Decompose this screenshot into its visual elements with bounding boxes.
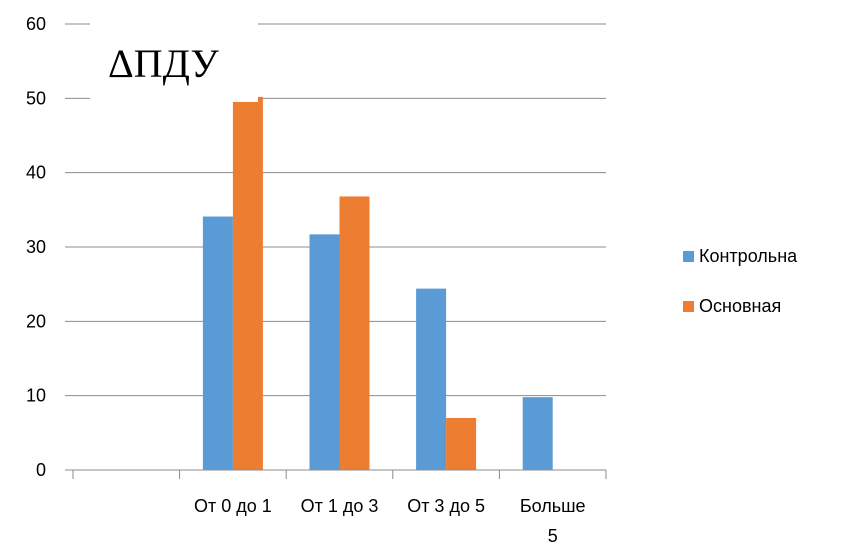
x-axis: От 0 до 1 От 1 до 3 От 3 до 5 Больше 5 [72,469,607,546]
y-tick-label: 50 [26,88,46,108]
bar-control [416,288,447,470]
legend: Контрольна Основная [683,244,797,344]
legend-swatch-control [683,250,694,262]
legend-label-main: Основная [699,295,782,316]
legend-item-control: Контрольна [683,244,797,268]
y-tick-label: 10 [26,386,46,406]
x-tick-label: 5 [548,526,558,546]
x-tick-label: От 3 до 5 [407,496,485,516]
legend-swatch-main [683,300,694,312]
legend-item-main: Основная [683,294,797,318]
y-tick-label: 40 [26,163,46,183]
x-tick-label: Больше [520,496,586,516]
x-tick-label: От 1 до 3 [301,496,379,516]
bar-control [522,397,553,470]
y-tick-label: 30 [26,237,46,257]
y-tick-label: 20 [26,311,46,331]
y-tick-label: 60 [26,14,46,34]
bar-control [202,216,233,470]
bar-main [339,196,370,470]
legend-label-control: Контрольна [699,245,798,266]
bar-control [309,234,340,470]
y-axis-ticks: 0 10 20 30 40 50 60 [26,14,46,480]
bar-main [232,96,263,470]
chart-title-text: ΔПДУ [108,41,219,86]
chart-title: ΔПДУ [90,16,258,102]
y-tick-label: 0 [36,460,46,480]
x-tick-label: От 0 до 1 [194,496,272,516]
bar-main [446,417,477,470]
bars [202,96,553,470]
title-background [90,16,258,102]
